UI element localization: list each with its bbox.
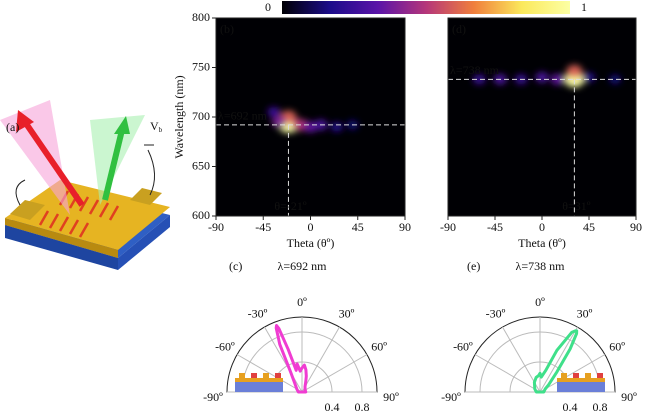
icon-substrate xyxy=(557,382,605,392)
r-tick-label: 0.8 xyxy=(355,400,370,414)
colorbar-tick-label: 0 xyxy=(265,0,271,14)
theta-tick-label: -90º xyxy=(203,390,223,404)
x-tick-label: 90 xyxy=(399,220,411,234)
theta-tick-label: 60º xyxy=(371,339,387,353)
x-tick-label: -90 xyxy=(440,220,456,234)
x-tick-label: 0 xyxy=(308,220,314,234)
theta-tick-label: -90º xyxy=(441,390,461,404)
icon-bump xyxy=(573,373,579,378)
device-illustration xyxy=(0,100,170,270)
outer-arc xyxy=(464,316,616,393)
theta-tick-label: -60º xyxy=(453,339,473,353)
heat-spot xyxy=(303,121,318,133)
radiation-lobe xyxy=(532,329,579,394)
y-axis-label: Wavelength (nm) xyxy=(172,75,186,158)
heat-spot xyxy=(473,74,486,85)
theta-tick-label: -30º xyxy=(248,307,268,321)
heat-spot xyxy=(609,74,621,84)
wavelength-annotation: λ=738 nm xyxy=(450,63,500,77)
theta-tick-label: 30º xyxy=(339,307,355,321)
colorbar xyxy=(282,1,570,14)
icon-bump xyxy=(561,373,567,378)
panel-label: (c) xyxy=(229,259,242,273)
polar-title: λ=692 nm xyxy=(278,259,328,273)
heat-spot xyxy=(566,65,583,78)
bias-label: Vb xyxy=(150,119,163,134)
heat-spot xyxy=(330,122,343,132)
panel-label: (a) xyxy=(6,120,19,134)
x-tick-label: -90 xyxy=(208,220,224,234)
r-tick-label: 0.4 xyxy=(563,400,578,414)
theta-tick-label: 0º xyxy=(535,295,545,309)
r-tick-label: 0.8 xyxy=(593,400,608,414)
icon-bump xyxy=(275,373,281,378)
y-tick-label: 800 xyxy=(192,10,210,24)
angle-annotation: θ=31º xyxy=(562,199,591,213)
theta-tick-label: 90º xyxy=(383,390,399,404)
radiation-lobe xyxy=(274,324,308,394)
theta-tick-label: 0º xyxy=(297,295,307,309)
heatmap-spots xyxy=(473,65,621,88)
panel-label: (e) xyxy=(467,259,480,273)
panel-label: (b) xyxy=(220,22,234,36)
heat-spot xyxy=(550,73,565,85)
r-tick-label: 0.4 xyxy=(325,400,340,414)
colorbar-tick-label: 1 xyxy=(581,0,587,14)
x-tick-label: 45 xyxy=(352,220,364,234)
theta-tick-label: -30º xyxy=(486,307,506,321)
angle-annotation: θ=-21º xyxy=(274,199,307,213)
grid-spoke xyxy=(539,326,578,393)
x-tick-label: -45 xyxy=(487,220,503,234)
y-tick-label: 750 xyxy=(192,59,210,73)
x-tick-label: 45 xyxy=(583,220,595,234)
heat-spot xyxy=(267,107,280,118)
x-tick-label: -45 xyxy=(255,220,271,234)
bias-label-sub: b xyxy=(159,126,163,134)
icon-bump xyxy=(597,373,603,378)
heatmap-background xyxy=(448,18,636,216)
icon-bump xyxy=(263,373,269,378)
theta-tick-label: 30º xyxy=(577,307,593,321)
polar-title: λ=738 nm xyxy=(516,259,566,273)
x-axis-label: Theta (θº) xyxy=(518,236,566,250)
y-tick-label: 650 xyxy=(192,158,210,172)
icon-bump xyxy=(239,373,245,378)
grid-spoke xyxy=(539,354,606,393)
theta-tick-label: 90º xyxy=(621,390,637,404)
heatmap-background xyxy=(216,18,405,216)
icon-bump xyxy=(585,373,591,378)
icon-layer xyxy=(235,378,283,382)
grid-spoke xyxy=(236,354,303,393)
outer-arc xyxy=(226,316,378,393)
grid-spoke xyxy=(264,326,303,393)
heat-spot xyxy=(535,72,549,83)
grid-spoke xyxy=(301,354,368,393)
icon-substrate xyxy=(235,382,283,392)
icon-bump xyxy=(251,373,257,378)
x-tick-label: 0 xyxy=(539,220,545,234)
heat-spot xyxy=(272,116,286,128)
bias-label-main: V xyxy=(150,119,159,133)
theta-tick-label: 60º xyxy=(609,339,625,353)
theta-tick-label: -60º xyxy=(215,339,235,353)
y-tick-label: 700 xyxy=(192,109,210,123)
grid-spoke xyxy=(474,354,541,393)
grid-spoke xyxy=(301,326,340,393)
y-tick-label: 600 xyxy=(192,208,210,222)
wavelength-annotation: λ=692 nm xyxy=(218,109,268,123)
x-axis-label: Theta (θº) xyxy=(287,236,335,250)
icon-layer xyxy=(557,378,605,382)
x-tick-label: 90 xyxy=(630,220,642,234)
heat-spot xyxy=(583,72,595,83)
panel-label: (d) xyxy=(452,22,466,36)
